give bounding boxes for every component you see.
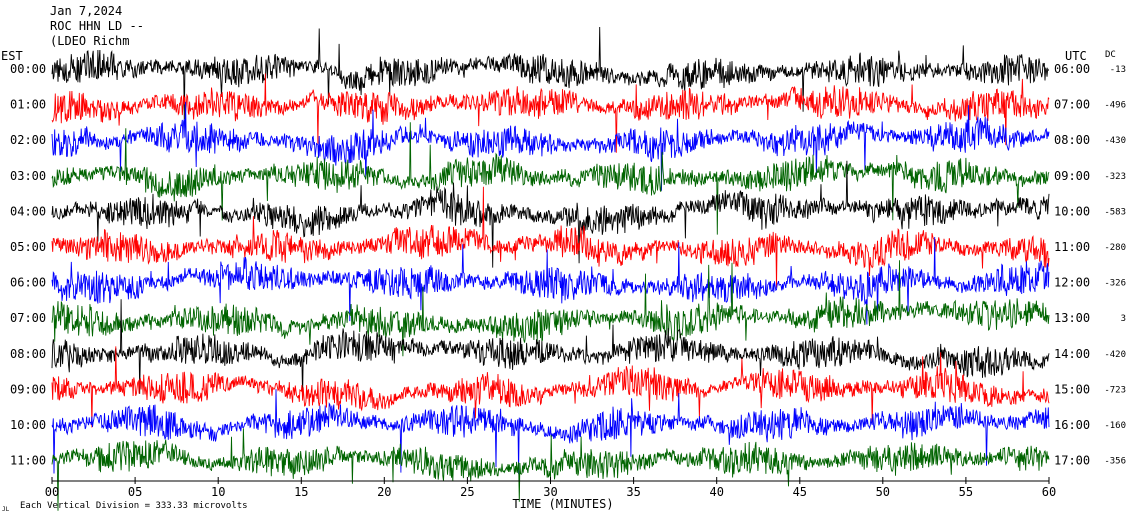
- utc-hour-label: 13:00: [1054, 311, 1090, 325]
- x-tick-label: 30: [543, 485, 557, 499]
- left-axis-label: EST: [1, 49, 23, 63]
- traces-layer: [51, 26, 1050, 511]
- est-hour-label: 10:00: [10, 418, 46, 432]
- est-hour-label: 05:00: [10, 240, 46, 254]
- trace-line-0700: [51, 260, 1050, 357]
- est-hour-label: 11:00: [10, 454, 46, 468]
- dc-offset-value: -280: [1104, 243, 1126, 253]
- trace-line-0200: [51, 101, 1050, 191]
- dc-offset-value: -430: [1104, 136, 1126, 146]
- est-hour-label: 00:00: [10, 62, 46, 76]
- trace-line-1000: [51, 389, 1050, 475]
- header-date: Jan 7,2024: [50, 4, 122, 18]
- utc-hour-label: 07:00: [1054, 98, 1090, 112]
- x-tick-label: 55: [959, 485, 973, 499]
- dc-offset-value: -723: [1104, 385, 1126, 395]
- utc-hour-label: 11:00: [1054, 240, 1090, 254]
- utc-hour-label: 14:00: [1054, 347, 1090, 361]
- dc-offset-value: -496: [1104, 101, 1126, 111]
- axis-layer: 00 05 10 15 20 25 30 35 40 45 50 55 60: [45, 477, 1056, 499]
- trace-line-0900: [51, 346, 1050, 428]
- corner-mark: JL: [2, 506, 10, 513]
- dc-offset-value: -583: [1104, 207, 1126, 217]
- dc-offset-value: -326: [1104, 279, 1126, 289]
- x-tick-label: 05: [128, 485, 142, 499]
- trace-line-0000: [51, 26, 1050, 120]
- est-hour-label: 01:00: [10, 98, 46, 112]
- trace-line-0300: [51, 122, 1050, 235]
- utc-hour-label: 06:00: [1054, 62, 1090, 76]
- x-axis-title: TIME (MINUTES): [512, 497, 613, 511]
- header-station: ROC HHN LD --: [50, 19, 144, 33]
- est-hour-label: 09:00: [10, 382, 46, 396]
- header-bg: [46, 2, 154, 50]
- scale-note: Each Vertical Division = 333.33 microvol…: [20, 501, 248, 511]
- trace-line-0100: [51, 73, 1050, 153]
- x-tick-label: 25: [460, 485, 474, 499]
- trace-line-0800: [51, 299, 1050, 399]
- right-axis-label: UTC: [1065, 49, 1087, 63]
- x-tick-label: 20: [377, 485, 391, 499]
- dc-offset-value: -356: [1104, 457, 1126, 467]
- utc-hour-label: 16:00: [1054, 418, 1090, 432]
- header-location: (LDEO Richm: [50, 34, 129, 48]
- est-hour-label: 02:00: [10, 133, 46, 147]
- trace-line-0400: [51, 160, 1050, 268]
- offset-label: DC: [1105, 50, 1116, 60]
- x-tick-label: 40: [709, 485, 723, 499]
- utc-hour-label: 17:00: [1054, 454, 1090, 468]
- est-hour-label: 07:00: [10, 311, 46, 325]
- x-tick-label: 35: [626, 485, 640, 499]
- est-hour-label: 06:00: [10, 276, 46, 290]
- x-tick-label: 00: [45, 485, 59, 499]
- dc-offset-value: -13: [1110, 65, 1126, 75]
- utc-hour-label: 10:00: [1054, 204, 1090, 218]
- x-tick-label: 45: [793, 485, 807, 499]
- trace-line-0500: [51, 186, 1050, 288]
- est-hour-label: 04:00: [10, 204, 46, 218]
- utc-hour-label: 15:00: [1054, 382, 1090, 396]
- trace-line-0600: [51, 236, 1050, 325]
- dc-offset-value: -160: [1104, 421, 1126, 431]
- utc-hour-label: 12:00: [1054, 276, 1090, 290]
- est-hour-label: 08:00: [10, 347, 46, 361]
- x-tick-label: 15: [294, 485, 308, 499]
- x-tick-label: 10: [211, 485, 225, 499]
- est-hour-label: 03:00: [10, 169, 46, 183]
- utc-hour-label: 09:00: [1054, 169, 1090, 183]
- x-tick-label: 50: [876, 485, 890, 499]
- dc-offset-value: 3: [1121, 314, 1126, 324]
- utc-hour-label: 08:00: [1054, 133, 1090, 147]
- dc-offset-value: -323: [1104, 172, 1126, 182]
- dc-offset-value: -420: [1104, 350, 1126, 360]
- x-tick-label: 60: [1042, 485, 1056, 499]
